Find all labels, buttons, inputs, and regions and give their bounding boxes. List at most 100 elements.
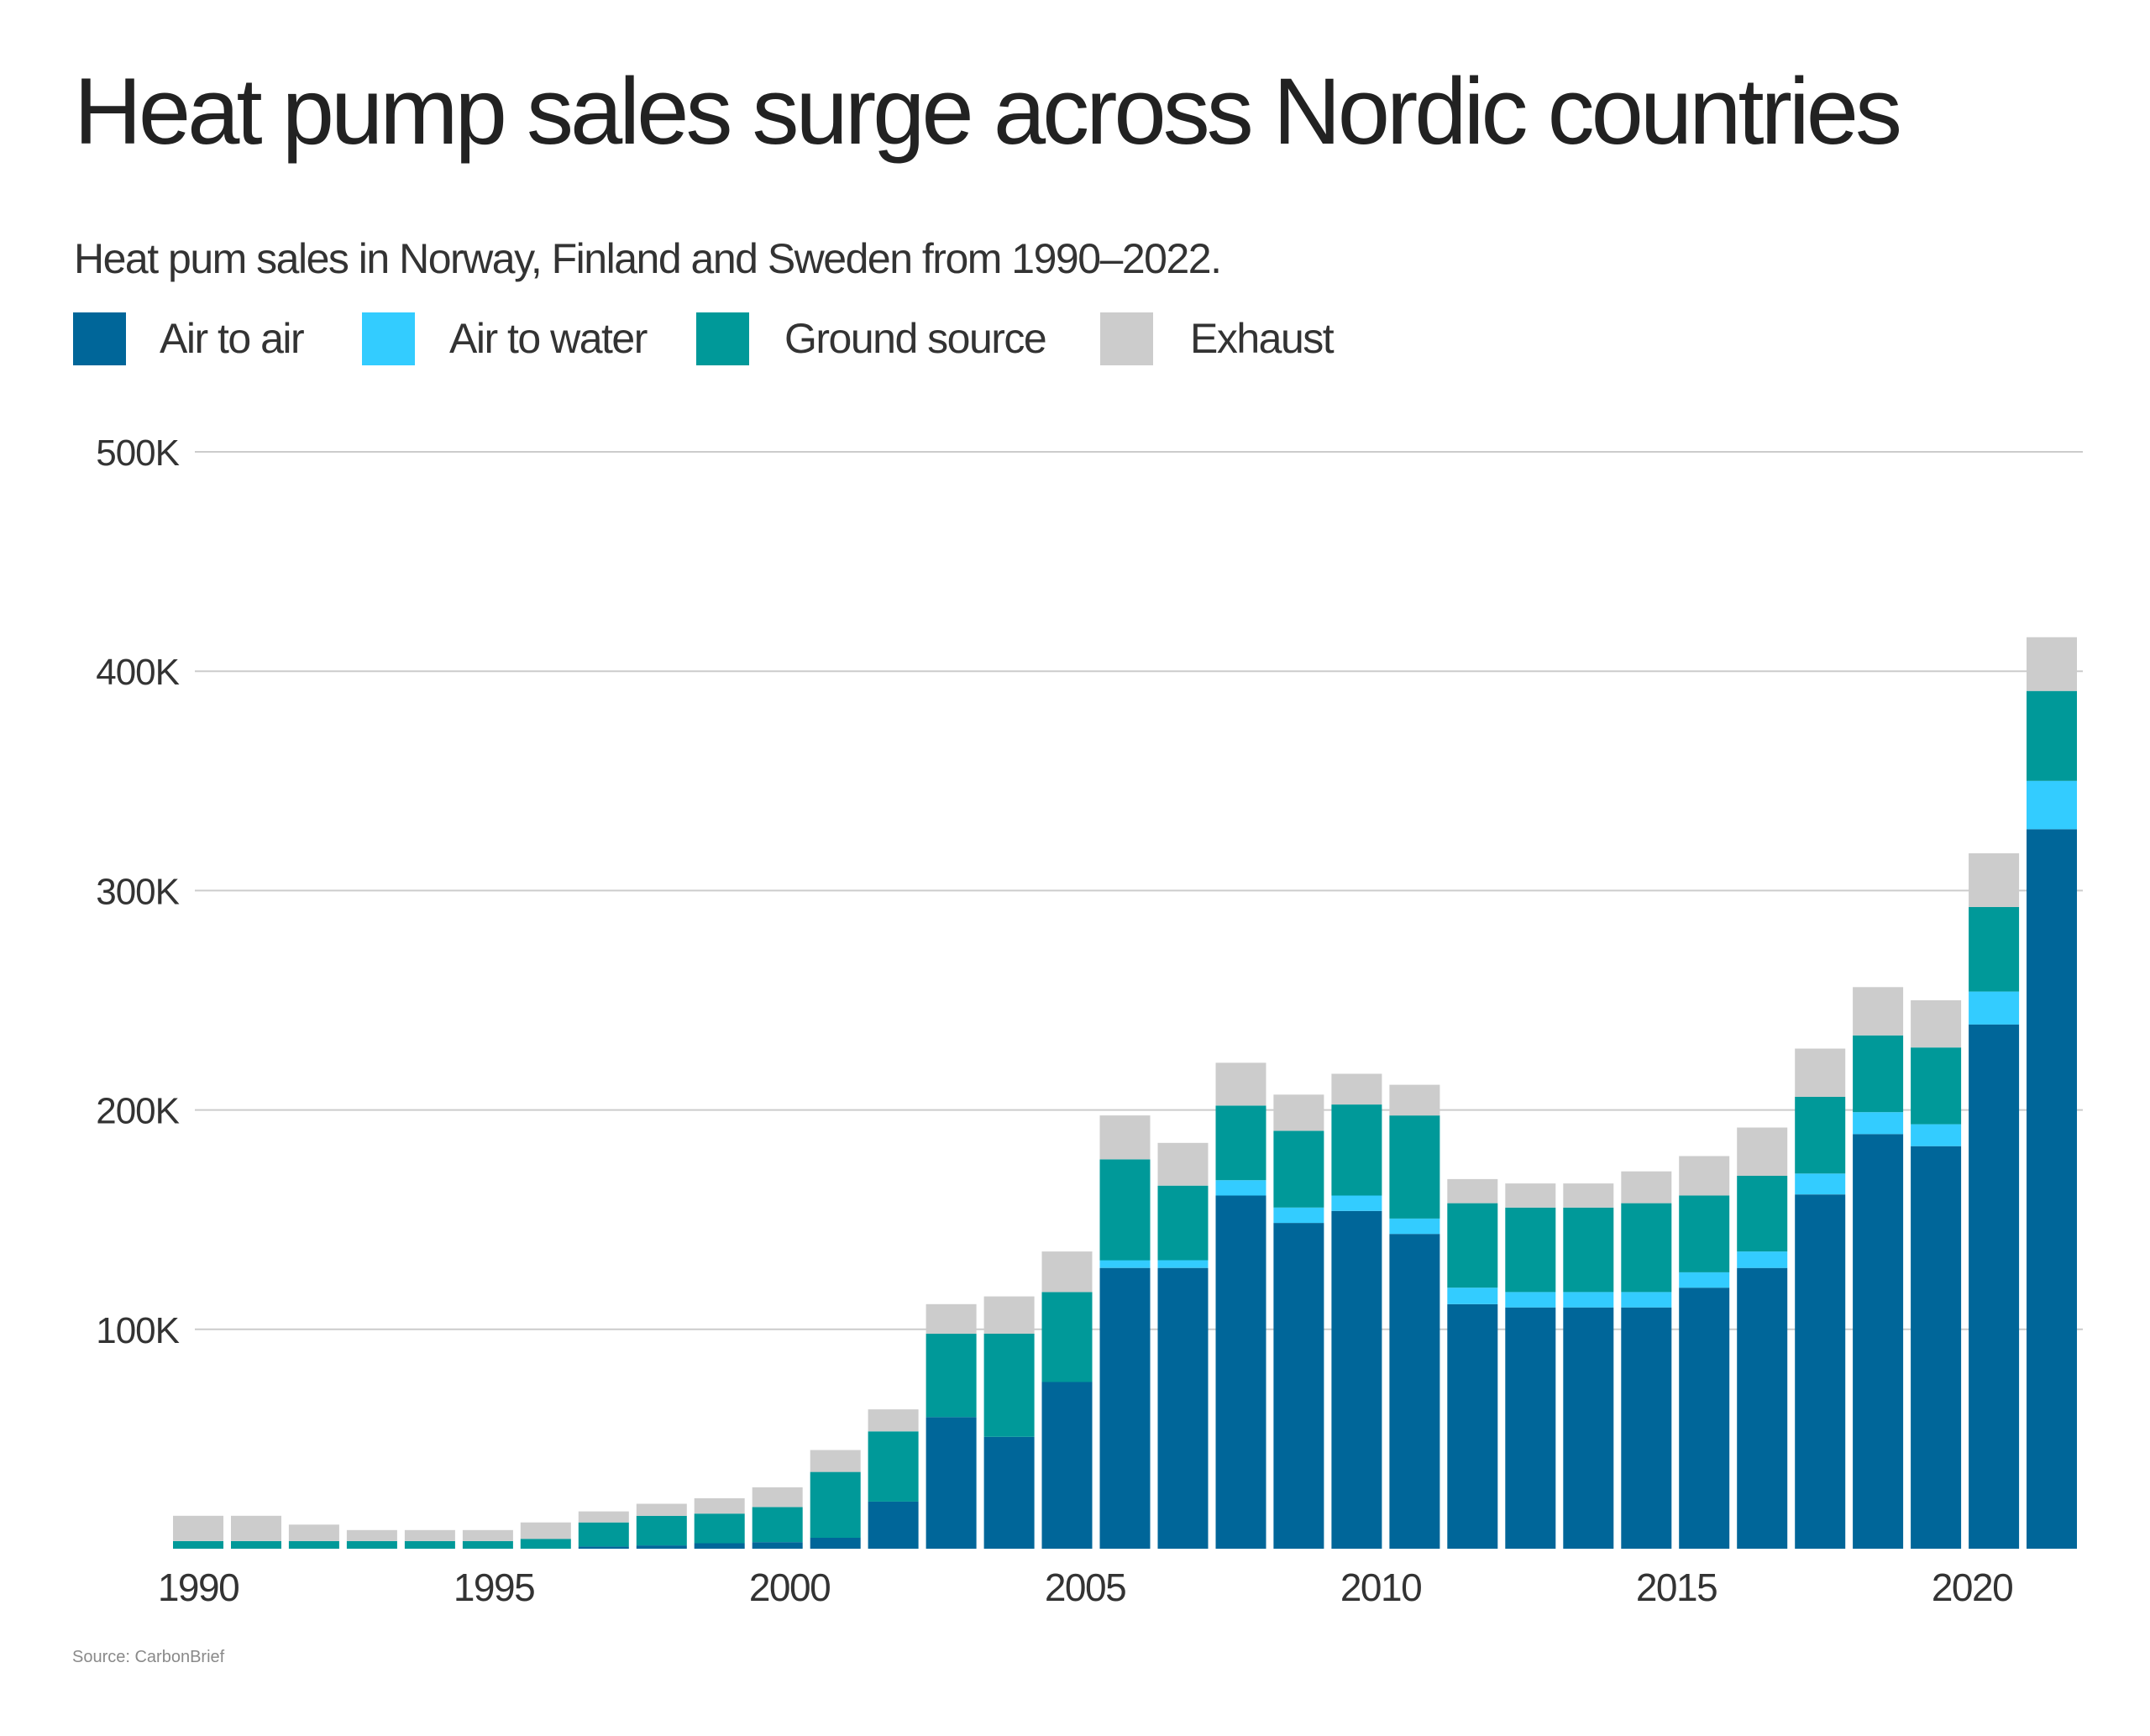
bar-segment-ground-source bbox=[2027, 690, 2077, 781]
bar-segment-ground-source bbox=[1041, 1292, 1093, 1382]
bar-stack-1998 bbox=[636, 1503, 687, 1549]
bar-segment-air-to-water bbox=[1273, 1207, 1324, 1224]
x-tick-label: 2020 bbox=[1932, 1566, 2012, 1609]
x-tick-label: 1990 bbox=[158, 1566, 239, 1609]
y-axis-labels: 100K 200K 300K 400K 500K bbox=[96, 433, 180, 1351]
legend-swatch-air-to-water bbox=[362, 312, 415, 365]
bar-segment-air-to-water bbox=[1331, 1195, 1382, 1211]
bar-segment-air-to-air bbox=[578, 1546, 629, 1549]
bar-stack-2007 bbox=[1157, 1142, 1209, 1549]
bars bbox=[173, 637, 2077, 1549]
bar-segment-exhaust bbox=[752, 1487, 803, 1508]
bar-segment-ground-source bbox=[462, 1540, 513, 1549]
bar-segment-ground-source bbox=[1505, 1207, 1556, 1293]
bar-segment-air-to-water bbox=[1737, 1251, 1788, 1268]
bar-stack-2019 bbox=[1853, 987, 1904, 1549]
bar-segment-air-to-water bbox=[1447, 1288, 1498, 1304]
bar-segment-air-to-air bbox=[694, 1543, 745, 1549]
bar-segment-exhaust bbox=[1505, 1183, 1556, 1208]
bar-stack-1995 bbox=[462, 1529, 513, 1549]
bar-segment-air-to-water bbox=[1563, 1292, 1614, 1308]
bar-stack-2018 bbox=[1795, 1048, 1846, 1549]
bar-segment-ground-source bbox=[1389, 1115, 1440, 1219]
bar-segment-air-to-water bbox=[1389, 1218, 1440, 1235]
bar-segment-ground-source bbox=[346, 1540, 397, 1549]
bar-stack-1997 bbox=[578, 1511, 629, 1549]
bar-segment-ground-source bbox=[1157, 1185, 1209, 1261]
bar-stack-2015 bbox=[1621, 1171, 1672, 1549]
bar-segment-exhaust bbox=[404, 1529, 455, 1541]
bar-segment-exhaust bbox=[1737, 1127, 1788, 1176]
bar-segment-air-to-water bbox=[1215, 1180, 1266, 1196]
bar-segment-ground-source bbox=[173, 1540, 223, 1549]
bar-segment-air-to-air bbox=[1563, 1307, 1614, 1549]
bar-stack-1990 bbox=[173, 1515, 223, 1549]
bar-stack-2004 bbox=[983, 1296, 1035, 1549]
bar-segment-air-to-air bbox=[2027, 829, 2077, 1549]
bar-stack-1993 bbox=[346, 1529, 397, 1549]
bar-segment-exhaust bbox=[1563, 1183, 1614, 1208]
bar-segment-ground-source bbox=[1737, 1176, 1788, 1252]
bar-stack-2000 bbox=[752, 1487, 803, 1549]
bar-segment-ground-source bbox=[694, 1513, 745, 1544]
bar-segment-exhaust bbox=[1447, 1178, 1498, 1204]
bar-segment-exhaust bbox=[578, 1511, 629, 1523]
y-tick-label: 200K bbox=[96, 1091, 179, 1132]
bar-segment-air-to-air bbox=[1099, 1267, 1151, 1549]
bar-segment-exhaust bbox=[462, 1529, 513, 1541]
legend-swatch-ground-source bbox=[696, 312, 749, 365]
bar-segment-ground-source bbox=[926, 1334, 977, 1418]
bar-segment-air-to-air bbox=[1157, 1267, 1209, 1549]
bar-stack-2016 bbox=[1679, 1156, 1730, 1549]
bar-segment-exhaust bbox=[694, 1497, 745, 1514]
bar-segment-exhaust bbox=[926, 1303, 977, 1335]
bar-segment-air-to-air bbox=[1621, 1307, 1672, 1549]
bar-stack-1999 bbox=[694, 1497, 745, 1549]
bar-stack-2012 bbox=[1447, 1178, 1498, 1549]
bar-segment-ground-source bbox=[1679, 1195, 1730, 1272]
bar-segment-air-to-water bbox=[1795, 1173, 1846, 1195]
source-note: Source: CarbonBrief bbox=[72, 1648, 225, 1666]
bar-segment-ground-source bbox=[520, 1539, 571, 1549]
bar-segment-air-to-air bbox=[1969, 1024, 2020, 1549]
bar-segment-air-to-water bbox=[1679, 1272, 1730, 1288]
bar-segment-air-to-water bbox=[2027, 780, 2077, 830]
bar-stack-1992 bbox=[288, 1524, 339, 1549]
bar-segment-ground-source bbox=[1795, 1096, 1846, 1174]
bar-stack-2011 bbox=[1389, 1084, 1440, 1549]
bar-stack-1996 bbox=[520, 1522, 571, 1549]
bar-segment-exhaust bbox=[1389, 1084, 1440, 1116]
bar-stack-2013 bbox=[1505, 1183, 1556, 1549]
bar-segment-ground-source bbox=[636, 1515, 687, 1546]
bar-segment-air-to-air bbox=[636, 1545, 687, 1549]
bar-segment-ground-source bbox=[810, 1471, 861, 1538]
bar-segment-air-to-air bbox=[926, 1417, 977, 1549]
bar-stack-2002 bbox=[868, 1409, 919, 1549]
legend-label: Ground source bbox=[784, 315, 1047, 362]
bar-stack-2021 bbox=[1969, 853, 2020, 1549]
bar-segment-air-to-air bbox=[1389, 1234, 1440, 1549]
bar-stack-2006 bbox=[1099, 1115, 1151, 1549]
bar-segment-exhaust bbox=[983, 1296, 1035, 1334]
bar-segment-air-to-air bbox=[1505, 1307, 1556, 1549]
bar-stack-2008 bbox=[1215, 1062, 1266, 1549]
bar-segment-ground-source bbox=[231, 1540, 281, 1549]
bar-segment-ground-source bbox=[1853, 1035, 1904, 1113]
bar-segment-ground-source bbox=[404, 1540, 455, 1549]
bar-segment-exhaust bbox=[520, 1522, 571, 1539]
chart-title: Heat pump sales surge across Nordic coun… bbox=[74, 59, 1902, 164]
x-tick-label: 1995 bbox=[454, 1566, 534, 1609]
bar-segment-ground-source bbox=[983, 1334, 1035, 1437]
bar-segment-ground-source bbox=[1215, 1105, 1266, 1181]
legend-label: Air to air bbox=[160, 315, 305, 362]
bar-segment-ground-source bbox=[578, 1522, 629, 1547]
bar-segment-air-to-water bbox=[1853, 1112, 1904, 1135]
bar-segment-ground-source bbox=[1911, 1047, 1962, 1125]
y-tick-label: 400K bbox=[96, 652, 179, 693]
x-tick-label: 2000 bbox=[749, 1566, 830, 1609]
bar-segment-exhaust bbox=[2027, 637, 2077, 691]
x-axis-labels: 1990 1995 2000 2005 2010 2015 2020 bbox=[158, 1566, 2014, 1609]
bar-segment-air-to-air bbox=[1331, 1210, 1382, 1549]
legend-label: Air to water bbox=[449, 315, 648, 362]
bar-stack-1991 bbox=[231, 1515, 281, 1549]
